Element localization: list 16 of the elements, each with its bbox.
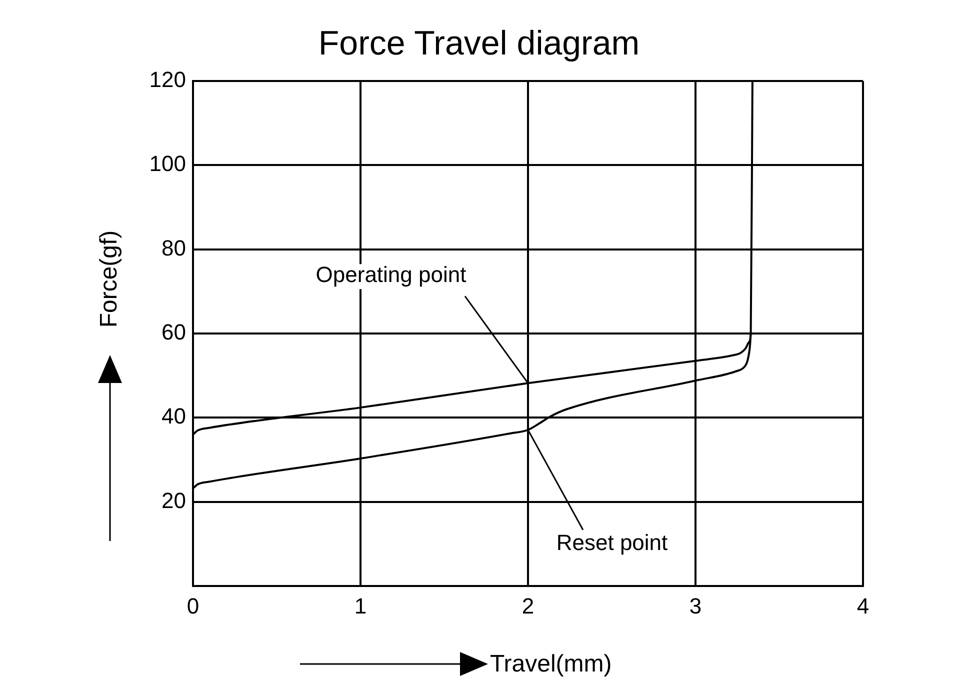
y-tick-label: 80 [162, 235, 186, 260]
x-tick-label: 1 [354, 593, 367, 618]
y-tick-label: 60 [162, 320, 186, 345]
annotation: Reset point [556, 530, 668, 555]
y-tick-label: 20 [162, 488, 186, 513]
x-tick-label: 4 [856, 593, 870, 618]
x-axis-title: Travel(mm) [490, 650, 612, 678]
annotation: Operating point [316, 262, 466, 288]
x-tick-label: 3 [689, 593, 702, 618]
y-tick-label: 120 [149, 67, 186, 92]
y-axis-title: Force(gf) [96, 230, 123, 328]
x-tick-label: 2 [522, 593, 534, 618]
y-tick-label: 100 [149, 151, 186, 176]
chart-title: Force Travel diagram [318, 24, 640, 62]
y-tick-label: 40 [162, 404, 186, 429]
x-tick-label: 0 [186, 593, 200, 618]
